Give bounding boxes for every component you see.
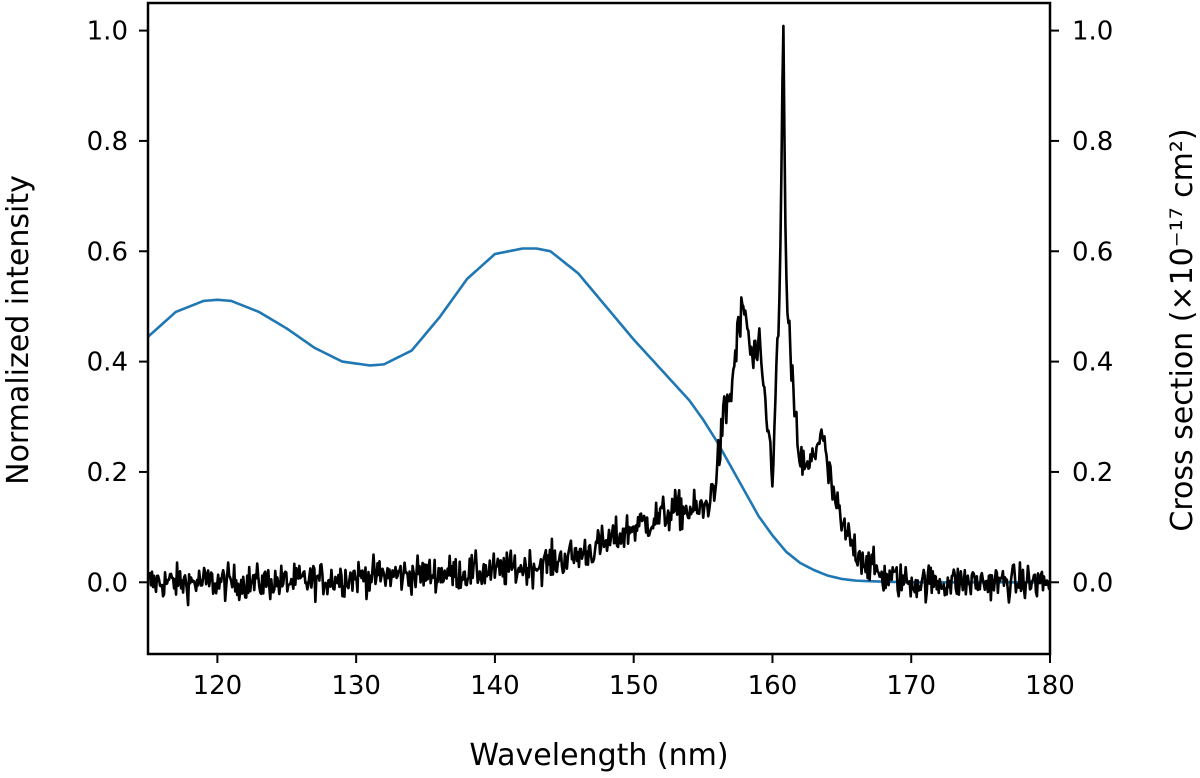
- y-right-tick-label: 0.6: [1072, 237, 1113, 267]
- x-tick-label: 160: [748, 671, 798, 701]
- x-axis-label: Wavelength (nm): [469, 738, 728, 773]
- x-tick-label: 170: [886, 671, 936, 701]
- y-right-tick-label: 1.0: [1072, 17, 1113, 47]
- x-tick-label: 130: [331, 671, 381, 701]
- y-left-tick-label: 0.4: [87, 348, 128, 378]
- y-axis-right-label: Cross section (×10⁻¹⁷ cm²): [1165, 128, 1200, 531]
- y-right-tick-label: 0.0: [1072, 568, 1113, 598]
- y-axis-left-label: Normalized intensity: [1, 175, 36, 485]
- y-left-tick-label: 0.0: [87, 568, 128, 598]
- x-tick-label: 120: [193, 671, 243, 701]
- y-left-tick-label: 0.8: [87, 127, 128, 157]
- x-axis-ticks: 120 130 140 150 160 170 180: [193, 654, 1075, 701]
- series-line-intensity: [148, 24, 1050, 607]
- plot-frame: [146, 1, 1052, 656]
- y-right-tick-label: 0.2: [1072, 458, 1113, 488]
- y-right-tick-label: 0.8: [1072, 127, 1113, 157]
- y-axis-right-ticks: 0.0 0.2 0.4 0.6 0.8 1.0: [1050, 17, 1113, 598]
- y-left-tick-label: 0.6: [87, 237, 128, 267]
- y-left-tick-label: 0.2: [87, 458, 128, 488]
- y-axis-left-ticks: 0.0 0.2 0.4 0.6 0.8 1.0: [87, 17, 148, 598]
- x-tick-label: 150: [609, 671, 659, 701]
- y-right-tick-label: 0.4: [1072, 348, 1113, 378]
- y-left-tick-label: 1.0: [87, 17, 128, 47]
- x-tick-label: 140: [470, 671, 520, 701]
- series-layer: [148, 24, 1050, 607]
- x-tick-label: 180: [1025, 671, 1075, 701]
